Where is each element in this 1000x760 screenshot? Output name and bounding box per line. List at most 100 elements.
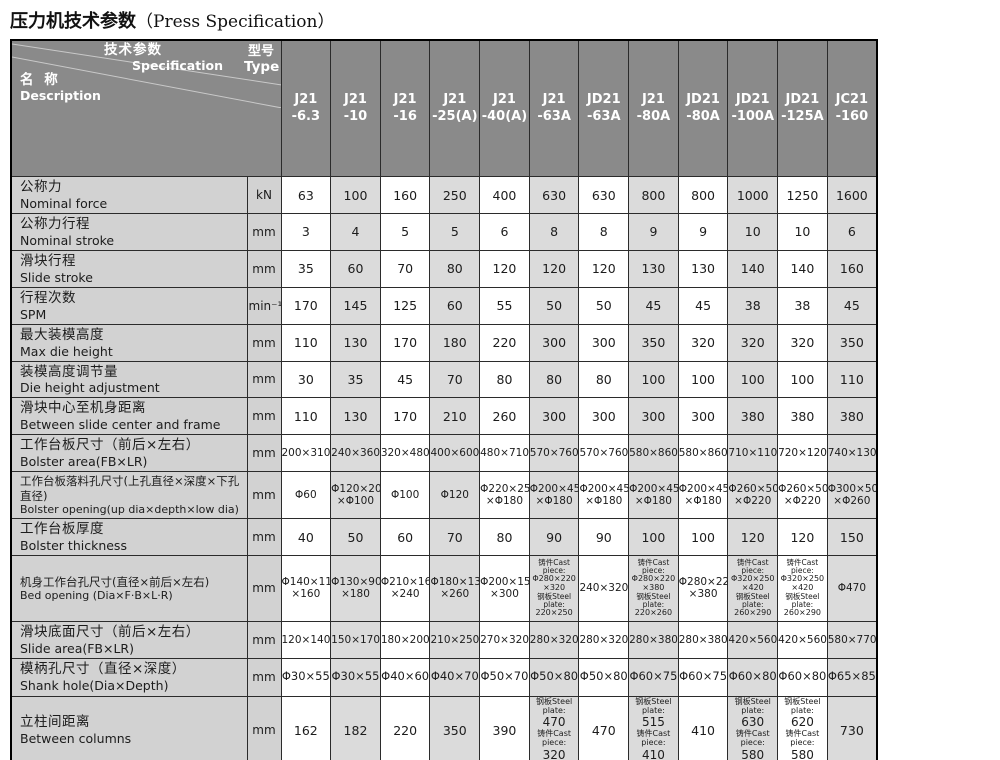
row-label: 行程次数 SPM [10, 286, 248, 325]
spec-value-cell: Φ470 [826, 554, 878, 622]
material-value: 580 [741, 748, 765, 760]
spec-value-cell: 570×760 [528, 434, 580, 473]
spec-row-bed_opening: 机身工作台孔尺寸(直径×前后×左右) Bed opening (Dia×F·B×L… [10, 554, 878, 622]
header-row: 技术参数 Specification 名 称 Description 型号 Ty… [10, 39, 878, 178]
spec-value-cell: 220 [479, 323, 530, 362]
material-label: 钢板Steel plate: [735, 591, 770, 610]
unit-cell: mm [246, 471, 282, 520]
material-value: 320 [542, 748, 566, 760]
spec-value-cell: Φ60 [280, 471, 332, 520]
row-label: 滑块中心至机身距离 Between slide center and frame [10, 397, 248, 436]
spec-value-cell: 140 [727, 249, 779, 288]
spec-value-cell: Φ60×80 [777, 657, 828, 697]
spec-value-cell: 1000 [727, 176, 779, 214]
spec-value-cell: 630 [528, 176, 580, 214]
row-label-en: Between slide center and frame [20, 417, 221, 433]
material-label: 钢板Steel plate: [785, 591, 820, 610]
header-spec-en: Specification [132, 58, 223, 73]
spec-row-bolster_thickness: 工作台板厚度 Bolster thickness mm 40 50 60 70 80 90 90 1… [10, 518, 878, 556]
spec-value-cell: 1600 [826, 176, 878, 214]
row-label-en: Bed opening (Dia×F·B×L·R) [20, 589, 173, 603]
spec-value-cell: Φ260×50 ×Φ220 [727, 471, 779, 520]
spec-value-cell: 240×360 [330, 434, 381, 473]
spec-value-cell: Φ120 [429, 471, 481, 520]
unit-cell: mm [246, 323, 282, 362]
material-value: 260×290 [734, 608, 772, 618]
spec-value-cell: 350 [628, 323, 679, 362]
spec-value-cell: 8 [578, 213, 630, 251]
row-label-en: Bolster area(FB×LR) [20, 454, 148, 470]
row-label: 公称力 Nominal force [10, 176, 248, 214]
spec-value-cell: 130 [330, 397, 381, 436]
row-label-en: Slide area(FB×LR) [20, 640, 134, 656]
spec-value-cell: 182 [330, 695, 381, 760]
spec-value-cell: 180×200 [379, 620, 431, 659]
spec-value-cell: Φ40×60 [379, 657, 431, 697]
spec-value-cell: 9 [677, 213, 729, 251]
spec-value-cell: 280×380 [628, 620, 679, 659]
material-value: Φ280×220 [631, 574, 676, 584]
row-label: 机身工作台孔尺寸(直径×前后×左右) Bed opening (Dia×F·B×L… [10, 554, 248, 622]
material-value: Φ280×220 [532, 574, 576, 584]
spec-value-cell: 150×170 [330, 620, 381, 659]
spec-value-cell: 150 [826, 518, 878, 556]
spec-value-cell: 120 [528, 249, 580, 288]
row-label: 装模高度调节量 Die height adjustment [10, 360, 248, 399]
row-label: 工作台板厚度 Bolster thickness [10, 518, 248, 556]
spec-value-cell: 100 [777, 360, 828, 399]
spec-value-cell: 130 [330, 323, 381, 362]
row-label: 滑块行程 Slide stroke [10, 249, 248, 288]
spec-value-cell: Φ220×25 ×Φ180 [479, 471, 530, 520]
row-label-en: Max die height [20, 343, 113, 359]
spec-value-cell: 140 [777, 249, 828, 288]
spec-row-nominal_force: 公称力 Nominal force kN 63 100 160 250 400 630 630 80… [10, 176, 878, 214]
spec-value-cell: 8 [528, 213, 580, 251]
material-value: 260×290 [783, 608, 822, 618]
spec-value-cell: 125 [379, 286, 431, 325]
material-label: 铸件Cast piece: [736, 557, 769, 575]
spec-value-cell: 630 [578, 176, 630, 214]
spec-value-cell: 110 [826, 360, 878, 399]
unit-cell: min⁻¹ [246, 286, 282, 325]
spec-row-slide_stroke: 滑块行程 Slide stroke mm 35 60 70 80 120 120 120 130 13… [10, 249, 878, 288]
unit-cell: mm [246, 397, 282, 436]
spec-value-cell: 300 [677, 397, 729, 436]
spec-value-cell: 470 [578, 695, 630, 760]
spec-value-cell: 70 [429, 518, 481, 556]
spec-row-nominal_stroke: 公称力行程 Nominal stroke mm 3 4 5 5 6 8 8 9 9 10 10 6 [10, 213, 878, 251]
row-label-cn: 滑块底面尺寸（前后×左右） [20, 623, 200, 640]
spec-value-cell: 180 [429, 323, 481, 362]
spec-value-cell: 55 [479, 286, 530, 325]
spec-value-cell: 100 [677, 518, 729, 556]
page-title-en: （Press Specification） [136, 12, 335, 32]
spec-value-cell: 160 [379, 176, 431, 214]
row-label-cn: 公称力 [20, 179, 62, 196]
row-label-cn: 立柱间距离 [20, 714, 90, 731]
spec-value-cell: 钢板Steel plate: 515 铸件Cast piece: 410 [628, 695, 679, 760]
material-value: ×380 [642, 583, 665, 593]
spec-value-cell: 铸件Cast piece: Φ280×220 ×380 钢板Steel plate: 2… [628, 554, 679, 622]
spec-value-cell: 320 [677, 323, 729, 362]
model-column-header: J21 -10 [330, 39, 381, 178]
row-label-en: Die height adjustment [20, 380, 160, 396]
spec-value-cell: 170 [379, 397, 431, 436]
spec-value-cell: 145 [330, 286, 381, 325]
spec-value-cell: 5 [429, 213, 481, 251]
row-label: 最大装模高度 Max die height [10, 323, 248, 362]
spec-value-cell: 400 [479, 176, 530, 214]
spec-row-bolster_opening: 工作台板落料孔尺寸(上孔直径×深度×下孔直径) Bolster opening(u… [10, 471, 878, 520]
spec-value-cell: 320 [727, 323, 779, 362]
spec-value-cell: 38 [777, 286, 828, 325]
page-title-cn: 压力机技术参数 [10, 11, 136, 32]
header-type-en: Type [244, 59, 280, 75]
spec-value-cell: 280×320 [528, 620, 580, 659]
spec-row-shank_hole: 模柄孔尺寸（直径×深度） Shank hole(Dia×Depth) mm Φ30×5… [10, 657, 878, 697]
header-type-cn: 型号 [248, 44, 275, 59]
row-label-cn: 工作台板尺寸（前后×左右） [20, 437, 200, 454]
row-label-en: Nominal force [20, 196, 108, 211]
model-column-header: JC21 -160 [826, 39, 878, 178]
material-label: 钢板Steel plate: [734, 696, 771, 715]
spec-value-cell: 80 [578, 360, 630, 399]
spec-value-cell: 40 [280, 518, 332, 556]
